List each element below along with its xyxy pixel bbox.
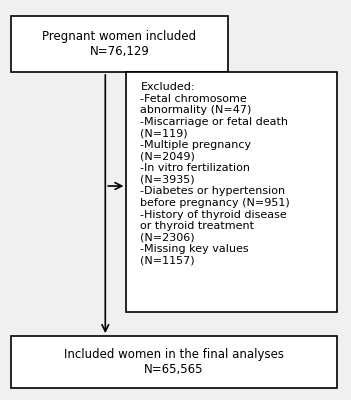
Text: Pregnant women included
N=76,129: Pregnant women included N=76,129 xyxy=(42,30,197,58)
Text: Excluded:
-Fetal chromosome
abnormality (N=47)
-Miscarriage or fetal death
(N=11: Excluded: -Fetal chromosome abnormality … xyxy=(140,82,290,266)
Text: Included women in the final analyses
N=65,565: Included women in the final analyses N=6… xyxy=(64,348,284,376)
